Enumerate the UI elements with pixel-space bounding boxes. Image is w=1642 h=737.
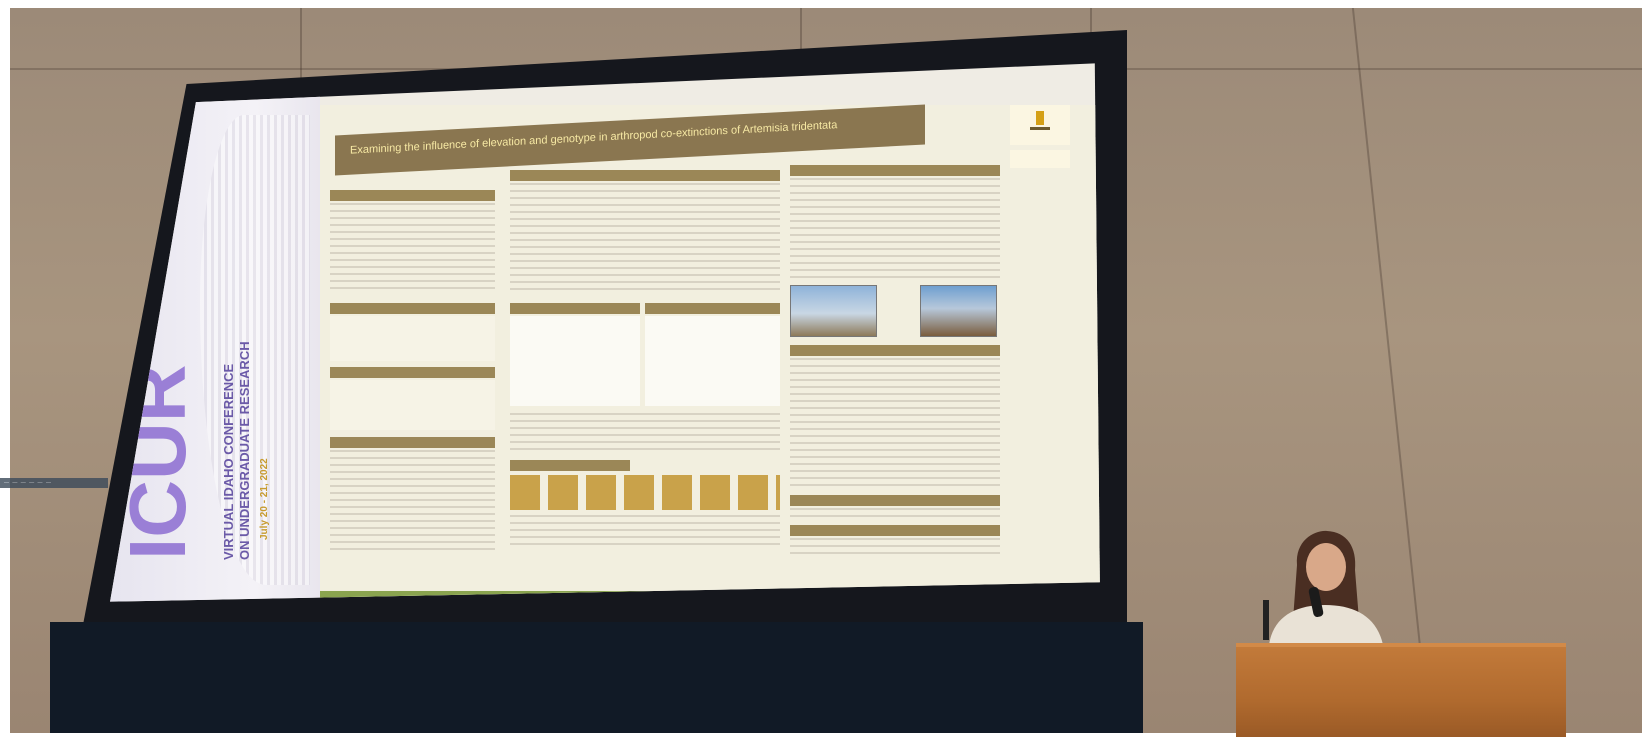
section-castle-header (330, 367, 495, 378)
section-references-header (790, 495, 1000, 506)
section-implications-header (790, 345, 1000, 356)
conference-subtitle-2: ON UNDERGRADUATE RESEARCH (237, 341, 252, 560)
section-elevation-header (510, 303, 640, 314)
university-seal-icon (1030, 111, 1050, 130)
section-acknowledgements-body (790, 538, 1000, 558)
section-intro-header (330, 190, 495, 201)
partner-logo (1010, 150, 1070, 168)
section-conclusions-body (790, 178, 1000, 278)
presenter-jacket (1269, 605, 1383, 645)
section-oregon-header (330, 303, 495, 314)
section-elevation-chart (510, 316, 640, 406)
section-hypotheses-header (510, 170, 780, 181)
arthropod-photo-strip (510, 475, 780, 510)
section-references-body (790, 508, 1000, 520)
section-implications-body (790, 358, 1000, 488)
icur-logo: ICUR VIRTUAL IDAHO CONFERENCE ON UNDERGR… (125, 341, 270, 560)
section-genome-header (645, 303, 780, 314)
wall-sign: — — — — — — (0, 478, 108, 488)
conference-dates: July 20 - 21, 2022 (259, 458, 270, 540)
section-acknowledgements-header (790, 525, 1000, 536)
section-results-text (510, 413, 780, 453)
microphone-icon (1308, 587, 1324, 617)
section-genome-chart (645, 316, 780, 406)
section-methods-body (330, 450, 495, 550)
presenter-face (1306, 543, 1346, 591)
field-site-photo (790, 285, 877, 337)
research-poster: Examining the influence of elevation and… (320, 104, 1100, 602)
section-hypotheses-body (510, 183, 780, 293)
presenter (1263, 530, 1383, 645)
conference-subtitle-1: VIRTUAL IDAHO CONFERENCE (221, 363, 236, 560)
screen-skirt (50, 622, 1143, 733)
projection-screen: ICUR VIRTUAL IDAHO CONFERENCE ON UNDERGR… (110, 63, 1100, 602)
section-oregon-chart (330, 316, 495, 361)
section-intro-body (330, 203, 495, 293)
section-castle-chart (330, 380, 495, 430)
section-methods-header (330, 437, 495, 448)
field-site-photo (920, 285, 997, 337)
lectern (1236, 643, 1566, 737)
section-conclusions-header (790, 165, 1000, 176)
lectern-microphone-icon (1263, 600, 1269, 640)
section-arthropods-header (510, 460, 630, 471)
university-logo (1010, 105, 1070, 145)
section-arthropods-caption (510, 515, 780, 550)
